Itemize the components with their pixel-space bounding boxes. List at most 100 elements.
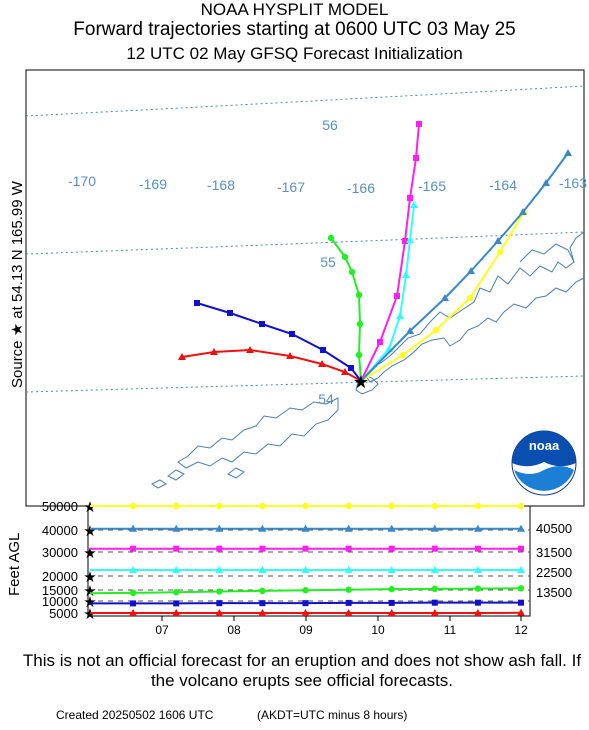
trajectory-magenta-marker bbox=[402, 238, 408, 244]
height-chart: 50000 ★ 40000 ★ 30000 ★ 20000 ★ 15000 ★ 10000 ★ 5000… bbox=[42, 499, 572, 637]
height-magenta-marker bbox=[518, 545, 524, 552]
trajectory-steelblue-marker bbox=[564, 149, 572, 156]
lon-label: -170 bbox=[68, 173, 96, 189]
trajectory-magenta-marker bbox=[377, 339, 383, 345]
unimak-island-coast bbox=[355, 375, 379, 395]
trajectory-green-marker bbox=[341, 253, 349, 261]
timezone-note: (AKDT=UTC minus 8 hours) bbox=[257, 708, 408, 722]
height-magenta-marker bbox=[216, 545, 223, 552]
forecast-init-title: 12 UTC 02 May GFSQ Forecast Initializati… bbox=[126, 44, 463, 63]
source-star: ★ bbox=[353, 372, 369, 392]
height-green-marker bbox=[345, 586, 352, 593]
y-tick-label: 5000 bbox=[49, 606, 78, 621]
height-steelblue-marker bbox=[517, 524, 525, 532]
lat-line-55 bbox=[25, 231, 585, 255]
height-steelblue-marker bbox=[387, 524, 396, 532]
height-cyan-marker bbox=[258, 566, 267, 573]
height-red-marker bbox=[517, 608, 525, 616]
height-yellow-marker bbox=[345, 502, 352, 510]
trajectory-yellow-marker bbox=[399, 351, 407, 359]
height-red-marker bbox=[172, 609, 181, 616]
trajectory-map: -170 -169 -168 -167 -166 -165 -164 -163 56 55 54 ★ bbox=[25, 85, 587, 489]
trajectory-blue-marker bbox=[320, 347, 326, 353]
height-yellow-marker bbox=[517, 502, 525, 510]
height-blue-marker bbox=[345, 599, 352, 606]
trajectory-magenta-marker bbox=[416, 121, 422, 127]
height-steelblue-marker bbox=[129, 524, 138, 532]
lon-label: -168 bbox=[207, 177, 235, 193]
trajectory-magenta-line bbox=[360, 123, 420, 382]
x-tick-label: 09 bbox=[299, 623, 313, 637]
height-steelblue-marker bbox=[344, 524, 353, 532]
noaa-logo-text: noaa bbox=[529, 438, 560, 453]
disclaimer-text: This is not an official forecast for an … bbox=[22, 651, 582, 690]
trajectory-blue-marker bbox=[259, 321, 265, 327]
lon-label: -166 bbox=[347, 180, 375, 196]
lon-label: -167 bbox=[277, 179, 305, 195]
model-title: NOAA HYSPLIT MODEL bbox=[200, 0, 389, 19]
start-star: ★ bbox=[83, 499, 96, 516]
graticule bbox=[25, 85, 585, 393]
height-blue-marker bbox=[388, 599, 395, 606]
trajectory-blue-marker bbox=[348, 365, 354, 371]
lat-line-56 bbox=[25, 85, 585, 117]
height-magenta-marker bbox=[388, 545, 395, 552]
alaska-peninsula-coast bbox=[365, 231, 585, 383]
height-green-marker bbox=[216, 588, 223, 595]
height-blue-marker bbox=[431, 599, 438, 606]
lon-label: -163 bbox=[559, 175, 587, 191]
x-tick-label: 11 bbox=[444, 623, 457, 637]
trajectory-magenta-marker bbox=[413, 155, 419, 161]
trajectory-green-marker bbox=[327, 234, 335, 242]
height-red-marker bbox=[129, 609, 138, 616]
y-tick-label: 15000 bbox=[42, 583, 78, 598]
height-red-marker bbox=[301, 609, 310, 616]
height-magenta-marker bbox=[259, 545, 266, 552]
x-tick-label: 07 bbox=[155, 623, 169, 637]
trajectory-green-marker bbox=[348, 268, 356, 276]
trajectory-cyan-marker bbox=[396, 312, 404, 319]
start-star: ★ bbox=[83, 606, 96, 623]
y-tick-label: 50000 bbox=[42, 499, 78, 514]
height-blue-marker bbox=[302, 600, 309, 607]
trajectory-steelblue-marker bbox=[441, 294, 449, 301]
lat-label: 56 bbox=[322, 117, 338, 133]
height-red-marker bbox=[258, 609, 267, 616]
trajectory-yellow-marker bbox=[496, 248, 504, 256]
height-steelblue-marker bbox=[215, 524, 224, 532]
height-steelblue-marker bbox=[301, 524, 310, 532]
height-green-marker bbox=[302, 587, 309, 594]
height-yellow-marker bbox=[302, 502, 309, 510]
height-steelblue-marker bbox=[430, 524, 439, 532]
height-yellow-marker bbox=[259, 502, 266, 510]
height-cyan-marker bbox=[387, 566, 396, 573]
right-height-label: 31500 bbox=[536, 545, 572, 560]
bristol-bay-coast bbox=[519, 243, 575, 263]
trajectory-steelblue-marker bbox=[494, 237, 502, 244]
trajectory-cyan-marker bbox=[410, 201, 418, 208]
height-blue-marker bbox=[216, 600, 223, 607]
trajectory-red-line bbox=[181, 348, 362, 382]
lon-label: -165 bbox=[418, 178, 446, 194]
trajectory-magenta-marker bbox=[394, 293, 400, 299]
height-yellow-marker bbox=[474, 502, 482, 510]
trajectory-cyan-marker bbox=[402, 271, 410, 278]
trajectory-red-marker bbox=[178, 353, 186, 360]
trajectory-steelblue-marker bbox=[519, 208, 527, 215]
height-cyan-marker bbox=[344, 566, 353, 573]
height-steelblue-marker bbox=[172, 524, 181, 532]
height-green-marker bbox=[388, 585, 395, 593]
height-blue-marker bbox=[518, 599, 524, 606]
height-yellow-marker bbox=[388, 502, 395, 510]
x-tick-label: 08 bbox=[227, 623, 241, 637]
height-red-marker bbox=[473, 609, 482, 616]
start-star: ★ bbox=[83, 583, 96, 600]
y-tick-label: 30000 bbox=[42, 545, 78, 560]
trajectory-steelblue-line bbox=[360, 152, 569, 382]
trajectory-red-marker bbox=[341, 368, 349, 375]
height-cyan-marker bbox=[473, 566, 482, 573]
start-star: ★ bbox=[83, 545, 96, 562]
y-tick-label: 20000 bbox=[42, 569, 78, 584]
trajectory-green-marker bbox=[355, 291, 363, 299]
